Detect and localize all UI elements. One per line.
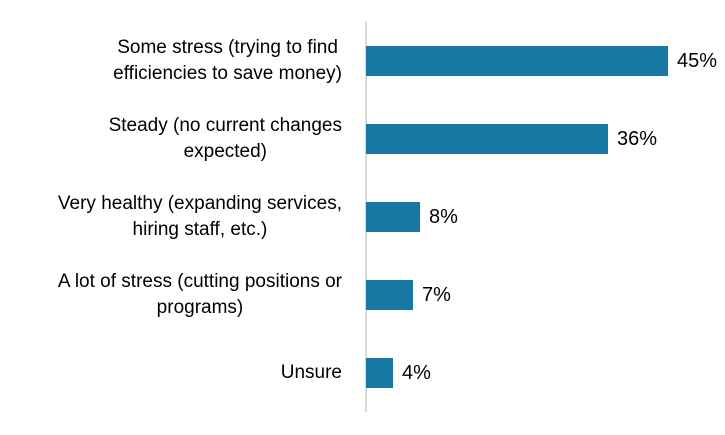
bar-cell: 4% — [356, 334, 725, 412]
value-label: 36% — [617, 128, 658, 150]
bar — [366, 124, 608, 154]
bar-cell: 7% — [356, 256, 725, 334]
bar-cell: 45% — [356, 22, 725, 100]
value-label: 4% — [402, 362, 431, 384]
category-label: Very healthy (expanding services, hiring… — [57, 193, 342, 240]
bar — [366, 202, 420, 232]
bar-row: A lot of stress (cutting positions or pr… — [0, 256, 725, 334]
bar-row: Very healthy (expanding services, hiring… — [0, 178, 725, 256]
value-label: 8% — [429, 206, 458, 228]
bar-row: Some stress (trying to find efficiencies… — [0, 22, 725, 100]
bar-rows: Some stress (trying to find efficiencies… — [0, 22, 725, 412]
bar-row: Steady (no current changes expected) 36% — [0, 100, 725, 178]
bar-cell: 36% — [356, 100, 725, 178]
category-label: A lot of stress (cutting positions or pr… — [57, 271, 342, 318]
category-label: Steady (no current changes expected) — [108, 115, 342, 162]
bar-cell: 8% — [356, 178, 725, 256]
category-label: Unsure — [280, 362, 342, 383]
bar — [366, 46, 668, 76]
bar — [366, 280, 413, 310]
category-label: Some stress (trying to find efficiencies… — [113, 37, 342, 84]
bar — [366, 358, 393, 388]
value-label: 45% — [677, 50, 718, 72]
bar-row: Unsure 4% — [0, 334, 725, 412]
value-label: 7% — [422, 284, 451, 306]
